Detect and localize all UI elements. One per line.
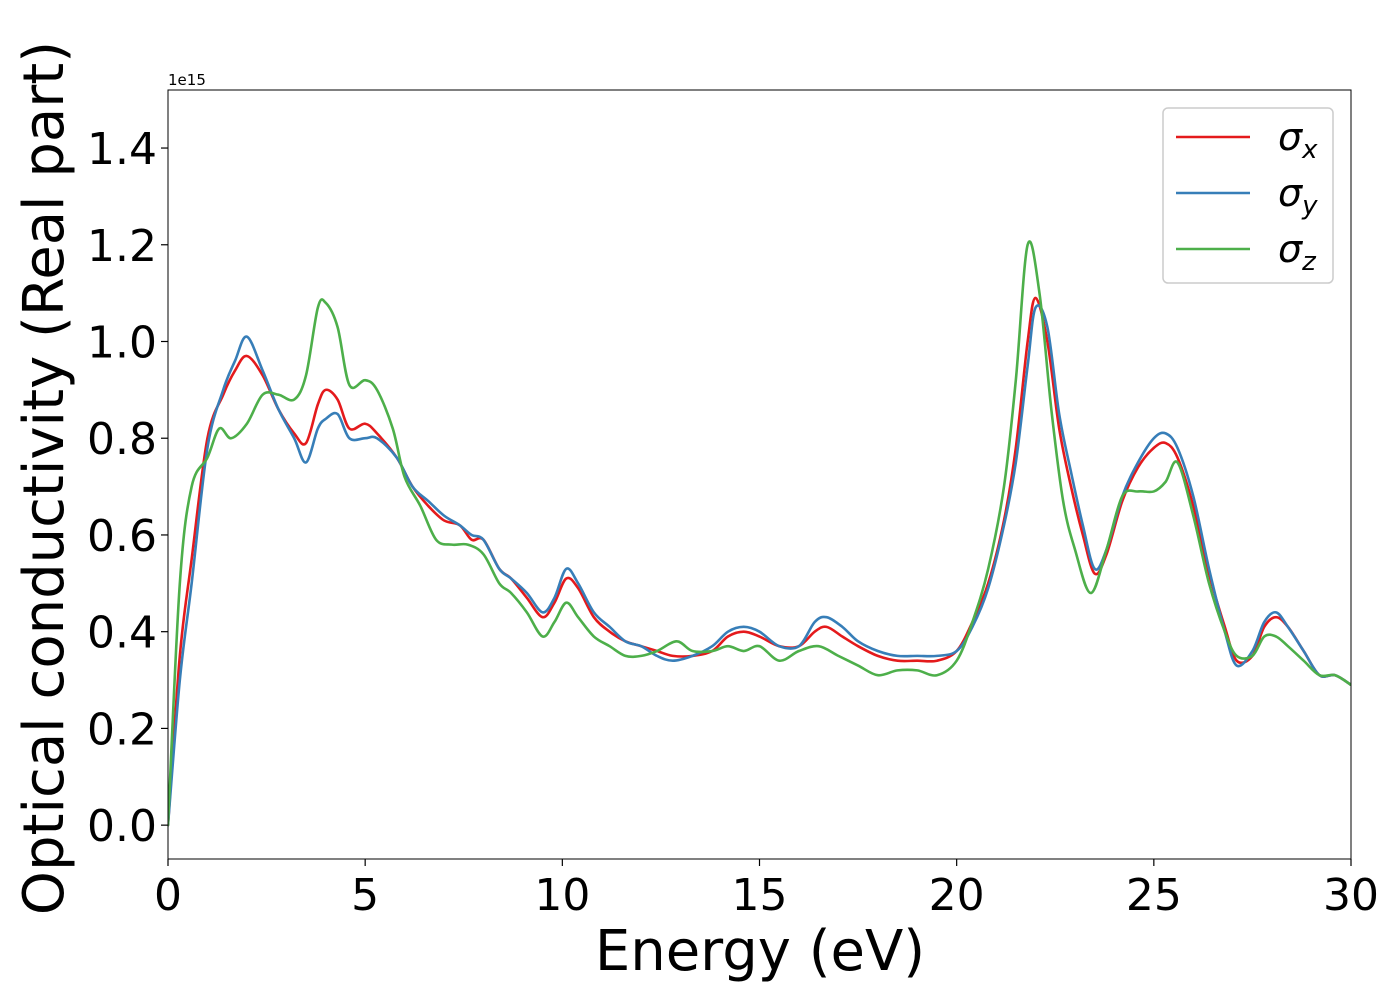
x-tick-label: 5 xyxy=(351,870,379,921)
x-tick-label: 20 xyxy=(929,870,985,921)
x-tick-label: 0 xyxy=(154,870,182,921)
y-tick-label: 1.0 xyxy=(87,317,157,368)
x-tick-label: 25 xyxy=(1126,870,1182,921)
y-tick-label: 0.8 xyxy=(87,414,157,465)
series-line-sigma-x xyxy=(168,296,1351,827)
x-tick-label: 30 xyxy=(1323,870,1379,921)
y-tick-label: 0.0 xyxy=(87,801,157,852)
series-line-sigma-y xyxy=(168,304,1351,827)
y-tick-label: 1.2 xyxy=(87,221,157,272)
x-axis: 0 5 10 15 20 25 30 xyxy=(154,859,1379,921)
y-axis-label: Optical conductivity (Real part) xyxy=(12,41,77,915)
y-offset-label: 1e15 xyxy=(168,71,206,89)
series-line-sigma-z xyxy=(168,240,1351,827)
y-axis: 0.0 0.2 0.4 0.6 0.8 1.0 1.2 1.4 xyxy=(87,124,168,852)
y-tick-label: 0.6 xyxy=(87,511,157,562)
legend-box xyxy=(1162,107,1334,284)
x-tick-label: 10 xyxy=(534,870,590,921)
x-tick-label: 15 xyxy=(732,870,788,921)
y-tick-label: 0.4 xyxy=(87,608,157,659)
x-axis-label: Energy (eV) xyxy=(595,919,925,984)
series-layer xyxy=(168,240,1351,827)
y-tick-label: 0.2 xyxy=(87,704,157,755)
y-tick-label: 1.4 xyxy=(87,124,157,175)
